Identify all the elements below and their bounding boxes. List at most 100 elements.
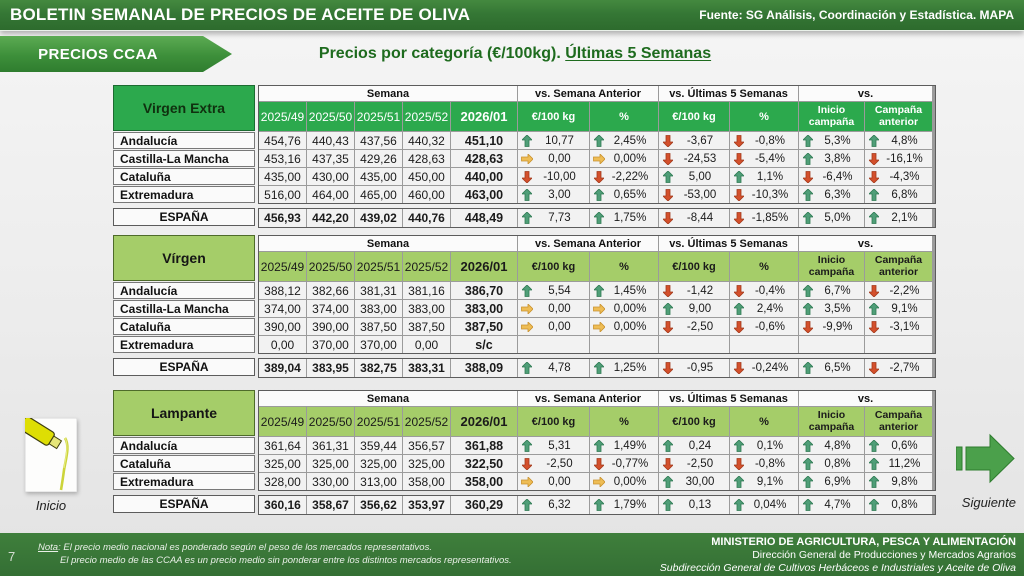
total-week-value-cell: 356,62 — [355, 496, 402, 514]
comparison-cell: 5,0% — [799, 209, 864, 227]
comparison-cell: -10,00 — [518, 168, 589, 185]
comparison-cell: -0,6% — [730, 318, 798, 335]
comparison-cell: 0,1% — [730, 437, 798, 454]
comparison-cell: 9,1% — [730, 473, 798, 490]
week-value-cell: 325,00 — [307, 455, 354, 472]
region-label: Castilla-La Mancha — [113, 150, 255, 167]
arrow-down-icon — [663, 134, 675, 147]
week-value-cell: 435,00 — [259, 168, 306, 185]
unit-header: % — [590, 252, 658, 281]
week-value-cell: 440,32 — [403, 132, 450, 149]
comparison-cell — [590, 336, 658, 353]
unit-header: % — [730, 252, 798, 281]
comparison-cell: 1,79% — [590, 496, 658, 514]
week-value-cell: 440,00 — [451, 168, 517, 185]
arrow-right-icon — [521, 476, 534, 488]
week-header: 2025/49 — [259, 102, 306, 131]
nav-siguiente-label: Siguiente — [961, 495, 1016, 510]
category-header: Lampante — [113, 390, 255, 436]
week-value-cell: 381,16 — [403, 282, 450, 299]
week-header: 2026/01 — [451, 407, 517, 436]
comparison-cell: 11,2% — [865, 455, 932, 472]
arrow-up-icon — [663, 439, 675, 452]
comparison-cell: 4,8% — [865, 132, 932, 149]
week-value-cell: 325,00 — [259, 455, 306, 472]
arrow-up-icon — [869, 302, 881, 315]
arrow-down-icon — [663, 152, 675, 165]
section-banner-label: PRECIOS CCAA — [38, 45, 158, 63]
week-value-cell: 429,26 — [355, 150, 402, 167]
arrow-up-icon — [663, 302, 675, 315]
total-region-label: ESPAÑA — [113, 495, 255, 513]
comparison-cell: 1,1% — [730, 168, 798, 185]
region-label: Extremadura — [113, 336, 255, 353]
week-value-cell: s/c — [451, 336, 517, 353]
comparison-cell: -6,4% — [799, 168, 864, 185]
comparison-cell: -0,4% — [730, 282, 798, 299]
unit-header: % — [590, 102, 658, 131]
category-column: Vírgen Andalucía Castilla-La Mancha Cataluñ… — [113, 235, 255, 376]
comparison-cell: -3,67 — [659, 132, 729, 149]
comparison-cell: -2,50 — [659, 318, 729, 335]
comparison-cell: 0,00 — [518, 318, 589, 335]
week-value-cell: 516,00 — [259, 186, 306, 203]
comparison-cell: 4,78 — [518, 359, 589, 377]
nav-inicio[interactable]: Inicio — [16, 416, 86, 513]
nav-siguiente[interactable]: Siguiente — [946, 432, 1016, 510]
arrow-down-icon — [522, 170, 534, 183]
week-header: 2025/50 — [307, 407, 354, 436]
week-value-cell: 313,00 — [355, 473, 402, 490]
week-value-cell: 460,00 — [403, 186, 450, 203]
week-value-cell: 450,00 — [403, 168, 450, 185]
week-value-cell: 387,50 — [355, 318, 402, 335]
week-value-cell: 463,00 — [451, 186, 517, 203]
arrow-down-icon — [594, 170, 606, 183]
unit-header: €/100 kg — [518, 102, 589, 131]
values-column: Semana vs. Semana Anterior vs. Últimas 5 S… — [258, 235, 936, 378]
arrow-up-icon — [734, 439, 746, 452]
arrow-up-icon — [594, 284, 606, 297]
footnote-line1: : El precio medio nacional es ponderado … — [58, 542, 432, 553]
vs-last5-header: vs. Últimas 5 Semanas — [659, 236, 798, 251]
region-label: Andalucía — [113, 282, 255, 299]
week-value-cell: 383,00 — [451, 300, 517, 317]
arrow-down-icon — [734, 362, 746, 374]
comparison-cell: -5,4% — [730, 150, 798, 167]
comparison-cell: -2,50 — [659, 455, 729, 472]
comparison-cell: 6,9% — [799, 473, 864, 490]
comparison-cell: 1,75% — [590, 209, 658, 227]
arrow-up-icon — [869, 499, 881, 511]
arrow-up-icon — [594, 499, 606, 511]
arrow-up-icon — [663, 499, 675, 511]
comparison-cell: 5,31 — [518, 437, 589, 454]
arrow-down-icon — [663, 284, 675, 297]
week-header: 2025/51 — [355, 252, 402, 281]
arrow-up-icon — [803, 152, 815, 165]
arrow-up-icon — [869, 188, 881, 201]
week-header: 2025/51 — [355, 407, 402, 436]
values-column: Semana vs. Semana Anterior vs. Últimas 5 S… — [258, 85, 936, 228]
arrow-down-icon — [869, 152, 881, 165]
comparison-cell: 0,00% — [590, 300, 658, 317]
arrow-up-icon — [594, 188, 606, 201]
vs-header: vs. — [799, 391, 932, 406]
arrow-down-icon — [869, 284, 881, 297]
comparison-cell: 0,6% — [865, 437, 932, 454]
vs-prev-header: vs. Semana Anterior — [518, 86, 658, 101]
total-region-label: ESPAÑA — [113, 208, 255, 226]
arrow-down-icon — [734, 457, 746, 470]
week-value-cell: 361,88 — [451, 437, 517, 454]
ministry-line2: Dirección General de Producciones y Merc… — [752, 549, 1016, 561]
week-header: 2025/52 — [403, 252, 450, 281]
comparison-cell: 4,8% — [799, 437, 864, 454]
week-header: 2025/49 — [259, 407, 306, 436]
arrow-up-icon — [522, 362, 534, 374]
arrow-right-icon — [521, 321, 534, 333]
comparison-cell: 0,00 — [518, 473, 589, 490]
campana-anterior-header: Campaña anterior — [865, 252, 932, 281]
arrow-up-icon — [734, 499, 746, 511]
week-value-cell: 330,00 — [307, 473, 354, 490]
week-value-cell: 387,50 — [403, 318, 450, 335]
unit-header: €/100 kg — [518, 407, 589, 436]
region-label: Castilla-La Mancha — [113, 300, 255, 317]
